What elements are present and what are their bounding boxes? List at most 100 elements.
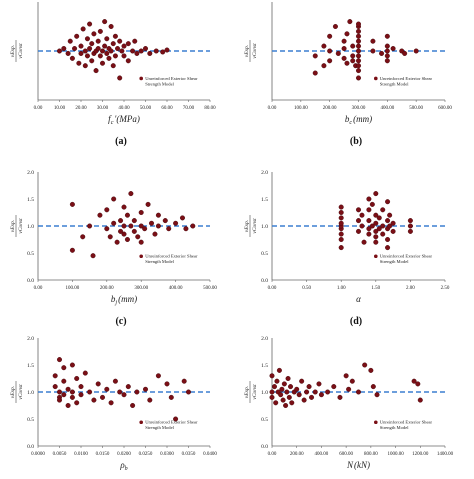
data-point: [97, 212, 103, 218]
data-point: [379, 50, 385, 56]
y-tick-label: 2.0: [27, 170, 34, 176]
legend-label-line1: Unreinforced Exterior Shear: [145, 254, 198, 259]
x-axis-label: ρb: [119, 460, 127, 472]
data-point: [118, 228, 124, 234]
panel-label-d: (d): [349, 316, 363, 327]
legend-label-line2: Strength Model: [145, 259, 174, 264]
data-point: [125, 58, 131, 64]
x-tick-label: 400.00: [315, 452, 329, 457]
x-axis-label: fc′(MPa): [108, 114, 140, 126]
data-point: [95, 46, 101, 52]
data-point: [413, 48, 419, 54]
y-axis-label-numerator: vExp.: [10, 220, 16, 232]
data-point: [108, 48, 114, 54]
y-tick-label: 0.0: [27, 278, 34, 284]
data-point: [90, 253, 96, 259]
data-point: [374, 392, 380, 398]
y-axis-label: vExp. vConst: [10, 381, 24, 403]
data-point: [99, 60, 105, 66]
data-point: [366, 226, 372, 232]
y-tick-label: 2.0: [261, 170, 268, 176]
x-tick-label: 500.00: [203, 286, 217, 291]
data-point: [91, 31, 97, 37]
data-point: [384, 33, 390, 39]
data-point: [347, 19, 353, 25]
x-tick-label: 0.50: [302, 286, 311, 291]
data-point: [138, 48, 144, 54]
data-point: [283, 403, 289, 409]
data-point: [112, 53, 118, 59]
data-point: [366, 231, 372, 237]
data-point: [52, 373, 58, 379]
data-point: [373, 239, 379, 245]
data-point: [344, 31, 350, 37]
data-point: [57, 397, 63, 403]
data-point: [153, 48, 159, 54]
y-tick-label: 0.5: [261, 417, 268, 423]
data-point: [61, 392, 67, 398]
data-point: [280, 397, 286, 403]
data-point: [110, 41, 116, 47]
data-point: [142, 46, 148, 52]
x-tick-label: 0.0300: [160, 452, 174, 457]
data-point: [112, 33, 118, 39]
data-point: [52, 384, 58, 390]
data-point: [69, 394, 75, 400]
data-point: [93, 68, 99, 74]
data-point: [366, 207, 372, 213]
data-point: [338, 220, 344, 226]
data-point: [78, 50, 84, 56]
data-point: [74, 376, 80, 382]
data-point: [338, 245, 344, 251]
data-point: [356, 63, 362, 69]
data-point: [373, 234, 379, 240]
y-tick-label: 1.5: [261, 363, 268, 369]
panel-label-a: (a): [115, 136, 127, 147]
data-point: [108, 24, 114, 30]
data-point: [341, 55, 347, 61]
data-point: [173, 416, 179, 422]
data-point: [327, 33, 333, 39]
x-tick-label: 10.00: [54, 106, 66, 111]
y-axis-label-denominator: vConst: [252, 43, 258, 59]
data-point: [87, 223, 93, 229]
x-tick-label: 0.00: [268, 452, 277, 457]
x-tick-label: 1200.00: [412, 452, 429, 457]
x-tick-label: 0.0150: [96, 452, 110, 457]
legend-label-line2: Strength Model: [380, 259, 409, 264]
data-point: [385, 236, 391, 242]
data-point: [91, 397, 97, 403]
x-axis-label: bj(mm): [111, 294, 137, 306]
x-tick-label: 0.0350: [182, 452, 196, 457]
data-point: [111, 196, 117, 202]
data-point: [65, 50, 71, 56]
data-point: [121, 231, 127, 237]
data-point: [321, 43, 327, 49]
data-point: [84, 36, 90, 42]
data-point: [369, 223, 375, 229]
data-point: [346, 386, 352, 392]
data-point: [104, 207, 110, 213]
data-point: [359, 212, 365, 218]
data-point: [147, 397, 153, 403]
data-point: [110, 63, 116, 69]
data-point: [61, 365, 67, 371]
data-point: [376, 226, 382, 232]
data-point: [370, 38, 376, 44]
y-axis-label: vExp. vConst: [244, 381, 258, 403]
data-point: [80, 26, 86, 32]
data-point: [185, 389, 191, 395]
y-axis-label: vExp. vConst: [244, 40, 258, 62]
legend-marker: [374, 76, 378, 81]
x-tick-label: 1400.00: [437, 452, 454, 457]
data-point: [117, 38, 123, 44]
data-point: [87, 389, 93, 395]
legend-label-line1: Unreinforced Exterior Shear: [145, 76, 198, 81]
data-point: [296, 392, 302, 398]
data-point: [370, 384, 376, 390]
data-point: [72, 46, 78, 52]
data-point: [89, 58, 95, 64]
data-point: [65, 386, 71, 392]
